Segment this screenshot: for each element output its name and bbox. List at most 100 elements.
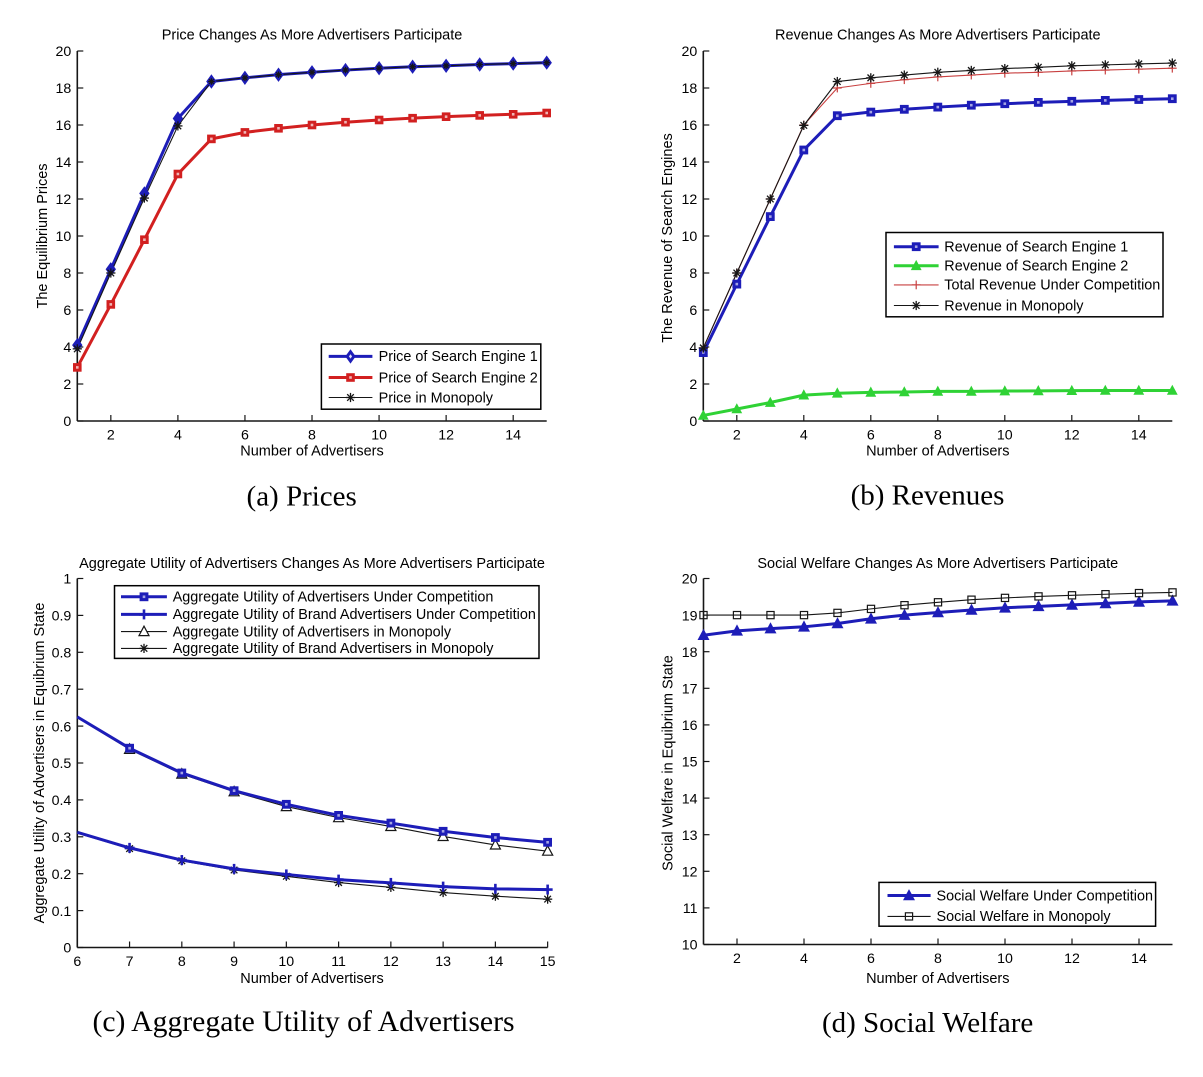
svg-text:14: 14 (488, 954, 504, 970)
svg-text:Social Welfare in Equibrium St: Social Welfare in Equibrium State (661, 655, 677, 871)
svg-text:10: 10 (682, 229, 698, 245)
svg-text:0.1: 0.1 (52, 904, 72, 920)
svg-text:0: 0 (689, 414, 697, 430)
svg-text:Social Welfare in Monopoly: Social Welfare in Monopoly (937, 909, 1112, 925)
svg-text:14: 14 (682, 155, 698, 171)
svg-text:6: 6 (867, 427, 875, 443)
svg-text:6: 6 (867, 951, 875, 967)
svg-text:Price Changes As More Advertis: Price Changes As More Advertisers Partic… (162, 28, 463, 44)
svg-text:8: 8 (934, 951, 942, 967)
svg-text:6: 6 (689, 303, 697, 319)
svg-text:0: 0 (63, 941, 71, 957)
svg-text:8: 8 (178, 954, 186, 970)
svg-text:10: 10 (997, 951, 1013, 967)
svg-text:Revenue of Search Engine 2: Revenue of Search Engine 2 (944, 259, 1128, 275)
svg-text:4: 4 (800, 951, 808, 967)
svg-text:8: 8 (689, 266, 697, 282)
svg-text:0: 0 (63, 414, 71, 430)
svg-text:1: 1 (63, 572, 71, 588)
svg-text:4: 4 (63, 340, 71, 356)
svg-text:The Revenue of Search Engines: The Revenue of Search Engines (660, 133, 676, 343)
svg-text:2: 2 (733, 427, 741, 443)
svg-text:Revenue Changes As More Advert: Revenue Changes As More Advertisers Part… (775, 28, 1101, 44)
svg-text:19: 19 (682, 608, 698, 624)
svg-text:(a) Prices: (a) Prices (247, 481, 357, 513)
svg-text:0.4: 0.4 (52, 793, 72, 809)
svg-text:10: 10 (997, 427, 1013, 443)
svg-text:20: 20 (682, 572, 698, 588)
svg-text:11: 11 (331, 954, 346, 970)
svg-text:Number of Advertisers: Number of Advertisers (866, 444, 1009, 460)
svg-text:15: 15 (540, 954, 556, 970)
svg-text:8: 8 (63, 266, 71, 282)
svg-text:Number of Advertisers: Number of Advertisers (240, 971, 383, 987)
svg-text:14: 14 (56, 155, 72, 171)
svg-text:14: 14 (505, 427, 521, 443)
svg-text:0.6: 0.6 (52, 719, 72, 735)
svg-text:10: 10 (278, 954, 294, 970)
svg-text:12: 12 (1064, 427, 1080, 443)
svg-text:Aggregate Utility of Brand Adv: Aggregate Utility of Brand Advertisers i… (173, 641, 495, 657)
svg-text:Aggregate Utility of Advertise: Aggregate Utility of Advertisers Under C… (173, 590, 494, 606)
svg-text:16: 16 (682, 118, 698, 134)
svg-text:6: 6 (63, 303, 71, 319)
svg-text:(d) Social Welfare: (d) Social Welfare (822, 1007, 1033, 1039)
svg-text:Revenue of Search Engine 1: Revenue of Search Engine 1 (944, 240, 1128, 256)
svg-text:10: 10 (682, 938, 698, 954)
svg-text:4: 4 (174, 427, 182, 443)
svg-text:15: 15 (682, 755, 698, 771)
svg-text:16: 16 (682, 718, 698, 734)
svg-text:Social Welfare Under Competiti: Social Welfare Under Competition (937, 888, 1154, 904)
svg-text:Aggregate Utility of Advertise: Aggregate Utility of Advertisers Changes… (79, 556, 545, 572)
svg-text:Aggregate Utility of Brand Adv: Aggregate Utility of Brand Advertisers U… (173, 607, 536, 623)
svg-text:Total Revenue Under Competitio: Total Revenue Under Competition (944, 278, 1160, 294)
svg-text:18: 18 (56, 81, 72, 97)
svg-text:10: 10 (56, 229, 72, 245)
svg-text:12: 12 (1064, 951, 1080, 967)
svg-text:12: 12 (56, 192, 72, 208)
svg-text:8: 8 (308, 427, 316, 443)
svg-text:0.2: 0.2 (52, 867, 72, 883)
svg-text:2: 2 (63, 377, 71, 393)
svg-text:Revenue in Monopoly: Revenue in Monopoly (944, 298, 1084, 314)
svg-text:0.9: 0.9 (52, 609, 72, 625)
svg-text:(b) Revenues: (b) Revenues (851, 480, 1005, 512)
svg-text:13: 13 (682, 828, 698, 844)
svg-text:12: 12 (438, 427, 454, 443)
svg-text:16: 16 (56, 118, 72, 134)
svg-text:Price of Search Engine 2: Price of Search Engine 2 (379, 370, 538, 386)
svg-text:4: 4 (800, 427, 808, 443)
svg-text:Aggregate Utility of Advertise: Aggregate Utility of Advertisers in Equi… (32, 603, 48, 924)
svg-text:2: 2 (107, 427, 115, 443)
svg-text:12: 12 (682, 865, 698, 881)
svg-text:6: 6 (73, 954, 81, 970)
svg-text:Price of Search Engine 1: Price of Search Engine 1 (379, 349, 538, 365)
svg-text:17: 17 (682, 682, 698, 698)
svg-text:(c) Aggregate Utility of Adver: (c) Aggregate Utility of Advertisers (92, 1006, 514, 1038)
svg-text:14: 14 (682, 791, 698, 807)
svg-text:0.8: 0.8 (52, 646, 72, 662)
svg-text:7: 7 (126, 954, 134, 970)
svg-text:20: 20 (682, 44, 698, 60)
svg-text:18: 18 (682, 81, 698, 97)
svg-text:Price in Monopoly: Price in Monopoly (379, 390, 494, 406)
svg-text:11: 11 (683, 901, 698, 917)
svg-text:12: 12 (383, 954, 399, 970)
svg-text:12: 12 (682, 192, 698, 208)
svg-text:2: 2 (689, 377, 697, 393)
svg-text:20: 20 (56, 44, 72, 60)
svg-text:0.7: 0.7 (52, 682, 72, 698)
svg-text:0.5: 0.5 (52, 756, 72, 772)
svg-text:Social Welfare Changes As More: Social Welfare Changes As More Advertise… (757, 556, 1118, 572)
svg-text:14: 14 (1131, 951, 1147, 967)
svg-text:4: 4 (689, 340, 697, 356)
svg-text:Number of Advertisers: Number of Advertisers (240, 444, 383, 460)
svg-text:10: 10 (371, 427, 387, 443)
svg-text:The Equilibrium Prices: The Equilibrium Prices (35, 163, 51, 308)
svg-text:Aggregate Utility of Advertise: Aggregate Utility of Advertisers in Mono… (173, 624, 452, 640)
svg-text:2: 2 (733, 951, 741, 967)
svg-text:9: 9 (230, 954, 238, 970)
svg-text:14: 14 (1131, 427, 1147, 443)
svg-text:8: 8 (934, 427, 942, 443)
svg-text:6: 6 (241, 427, 249, 443)
